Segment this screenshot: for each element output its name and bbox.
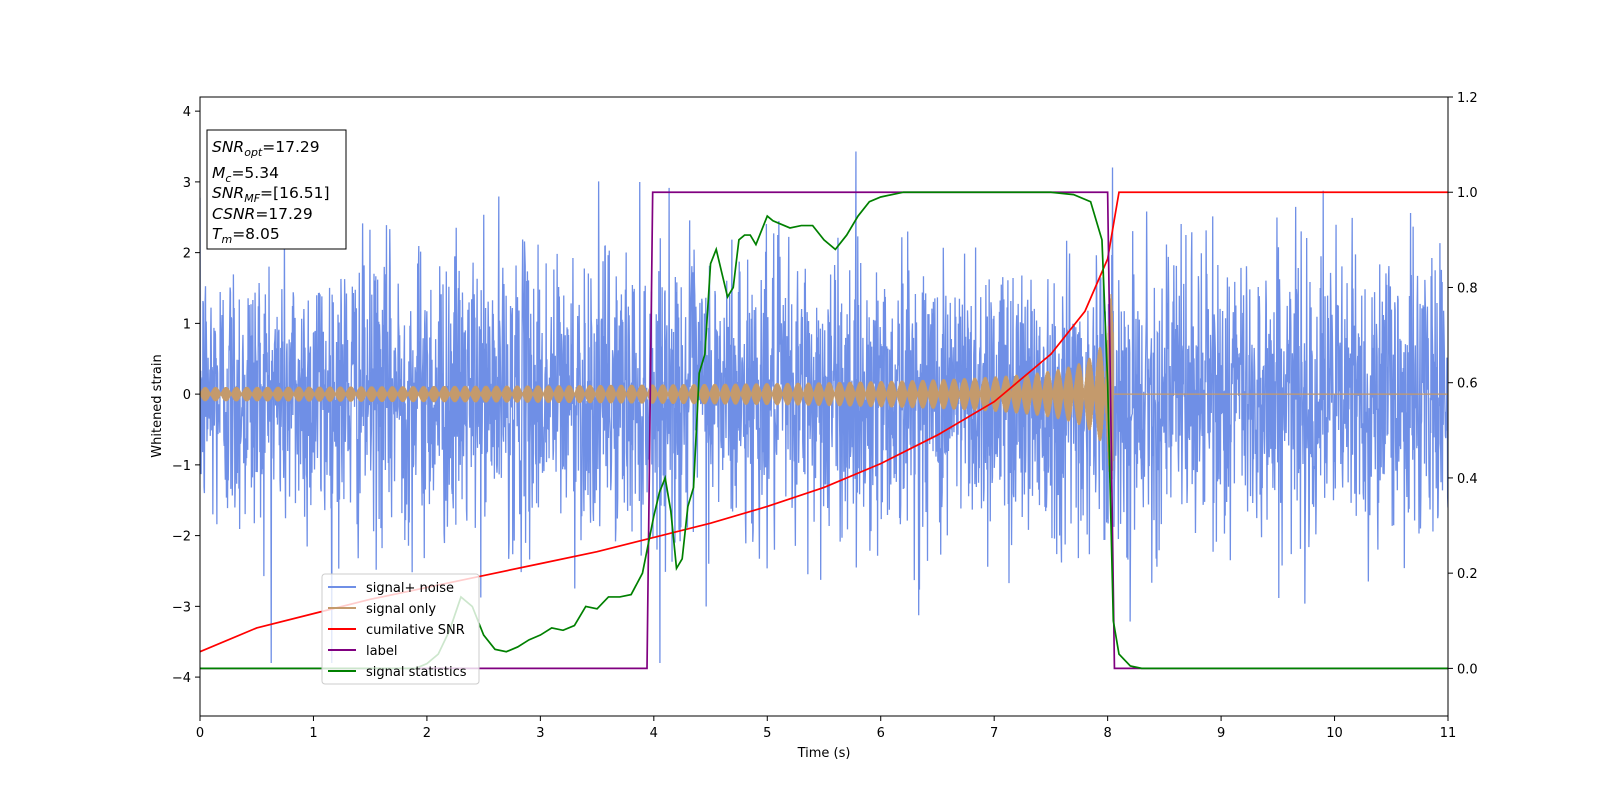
- y-right-tick-label: 1.2: [1457, 91, 1478, 106]
- annotation-box: SNRopt=17.29 Mc=5.34SNRMF=[16.51]CSNR=17.…: [206, 129, 347, 250]
- y-right-tick-label: 0.2: [1457, 567, 1478, 582]
- legend-frame: [321, 573, 480, 685]
- y-left-tick-label: −4: [172, 671, 191, 686]
- y-left-tick-label: 0: [183, 388, 191, 403]
- x-axis-title: Time (s): [797, 746, 851, 761]
- y-left-tick-label: −3: [172, 600, 191, 615]
- x-tick-label: 6: [877, 726, 885, 741]
- y-left-tick-label: −2: [172, 530, 191, 545]
- y-axis-title: Whitened strain: [150, 354, 165, 457]
- annotation-line: CSNR=17.29: [212, 205, 313, 223]
- x-tick-label: 0: [196, 726, 204, 741]
- x-tick-label: 9: [1217, 726, 1225, 741]
- x-tick-label: 7: [990, 726, 998, 741]
- y-left-tick-label: −1: [172, 459, 191, 474]
- series-signal-noise-line: [200, 151, 1448, 663]
- x-tick-label: 1: [309, 726, 317, 741]
- x-tick-label: 2: [423, 726, 431, 741]
- series-signal-only-line: [200, 294, 1448, 493]
- plot-frame: [199, 96, 1449, 717]
- x-tick-label: 3: [536, 726, 544, 741]
- annotation-line: Tm=8.05: [212, 225, 280, 246]
- legend-label: cumilative SNR: [366, 623, 465, 638]
- annotation-line: Mc=5.34: [212, 164, 279, 185]
- y-right-tick-label: 0.0: [1457, 662, 1478, 677]
- annotation-line: SNRMF=[16.51]: [212, 184, 330, 205]
- series-signal-statistics-line: [200, 191, 1448, 670]
- x-tick-label: 10: [1326, 726, 1343, 741]
- annotation-line: SNRopt=17.29: [212, 138, 320, 159]
- legend: signal+ noise signal only cumilative SNR la…: [321, 573, 480, 685]
- x-tick-label: 11: [1440, 726, 1457, 741]
- y-left-tick-label: 4: [183, 105, 191, 120]
- y-right-tick-label: 1.0: [1457, 186, 1478, 201]
- annotation-frame: [206, 129, 347, 250]
- y-left-tick-label: 3: [183, 176, 191, 191]
- legend-label: signal+ noise: [366, 581, 454, 596]
- y-left-tick-label: 2: [183, 247, 191, 262]
- legend-label: label: [366, 644, 397, 659]
- y-right-tick-label: 0.8: [1457, 281, 1478, 296]
- x-tick-label: 4: [650, 726, 658, 741]
- legend-label: signal statistics: [366, 665, 467, 680]
- x-tick-label: 5: [763, 726, 771, 741]
- x-tick-label: 8: [1103, 726, 1111, 741]
- y-left-tick-label: 1: [183, 317, 191, 332]
- legend-label: signal only: [366, 602, 436, 617]
- y-right-tick-label: 0.6: [1457, 377, 1478, 392]
- axis-layer: 0 1 2 3 4 5 6 7 8 9 10 1143210−1−2−3−41.21.00.80.60…: [172, 91, 1478, 741]
- y-right-tick-label: 0.4: [1457, 472, 1478, 487]
